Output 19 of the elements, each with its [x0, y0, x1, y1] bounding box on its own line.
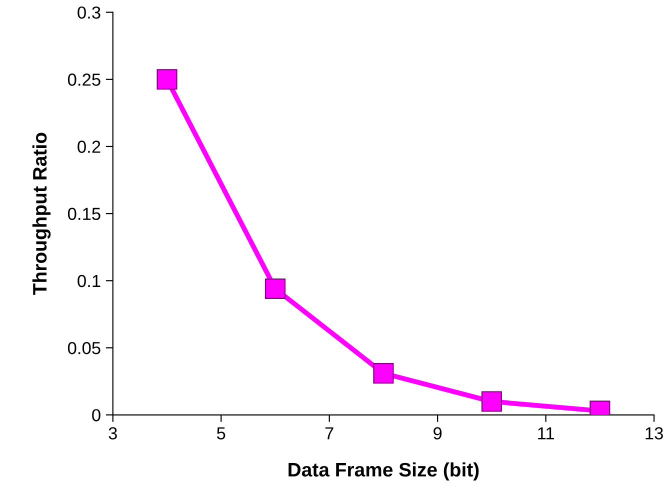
- point: [264, 278, 286, 300]
- point: [156, 69, 178, 90]
- x-tick-label: 3: [108, 427, 117, 440]
- x-tick-label: 7: [325, 427, 334, 440]
- y-tick-label: 0.05: [68, 342, 100, 354]
- x-tick-label: 9: [434, 427, 442, 440]
- y-tick-label: 0.2: [78, 140, 100, 153]
- x-tick-label: 5: [216, 427, 226, 440]
- x-axis-title: Data Frame Size (bit): [288, 462, 479, 480]
- y-tick-label: 0.1: [78, 274, 100, 288]
- point: [481, 391, 502, 412]
- y-tick-label: 0.25: [68, 74, 100, 86]
- y-axis-title: Throughput Ratio: [32, 132, 51, 295]
- y-tick-label: 0.3: [78, 6, 100, 19]
- y-tick-label: 0: [92, 409, 100, 422]
- point: [373, 363, 394, 384]
- y-tick-label: 0.15: [68, 208, 100, 220]
- x-tick-label: 11: [538, 427, 554, 440]
- x-tick-label: 13: [646, 427, 663, 440]
